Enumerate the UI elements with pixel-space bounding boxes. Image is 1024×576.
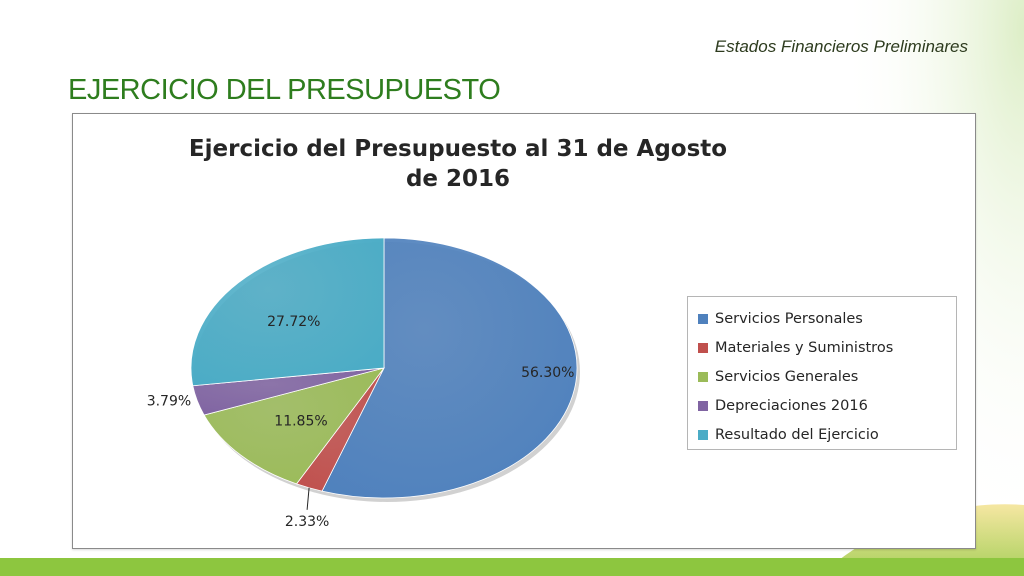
pie-label-resultado-del-ejercicio: 27.72% bbox=[267, 314, 320, 330]
pie-slice-servicios-personales bbox=[321, 237, 578, 499]
legend-swatch bbox=[698, 401, 708, 411]
legend-swatch bbox=[698, 343, 708, 353]
pie-slice-servicios-generales bbox=[203, 367, 386, 485]
pie-label-materiales-y-suministros: 2.33% bbox=[285, 514, 329, 530]
pie-label-depreciaciones-2016: 3.79% bbox=[147, 394, 191, 410]
legend-label: Resultado del Ejercicio bbox=[715, 427, 879, 443]
legend-swatch bbox=[698, 430, 708, 440]
chart-title-line-2: de 2016 bbox=[405, 166, 511, 192]
legend-label: Servicios Generales bbox=[715, 369, 859, 385]
legend-item-servicios-generales: Servicios Generales bbox=[698, 367, 858, 387]
pie-leader-line bbox=[306, 487, 310, 510]
chart-legend: Servicios Personales Materiales y Suminis… bbox=[687, 296, 957, 450]
chart-container: Ejercicio del Presupuesto al 31 de Agost… bbox=[72, 113, 976, 549]
chart-title: Ejercicio del Presupuesto al 31 de Agost… bbox=[73, 134, 843, 194]
legend-item-materiales-y-suministros: Materiales y Suministros bbox=[698, 338, 893, 358]
legend-item-resultado-del-ejercicio: Resultado del Ejercicio bbox=[698, 425, 879, 445]
legend-swatch bbox=[698, 372, 708, 382]
pie-chart: 56.30% 2.33% 11.85% 3.79% 27.72% bbox=[147, 237, 580, 530]
header-subtitle: Estados Financieros Preliminares bbox=[714, 37, 968, 56]
legend-label: Servicios Personales bbox=[715, 311, 863, 327]
page-title: EJERCICIO DEL PRESUPUESTO bbox=[68, 74, 501, 106]
legend-item-servicios-personales: Servicios Personales bbox=[698, 309, 863, 329]
legend-label: Depreciaciones 2016 bbox=[715, 398, 868, 414]
legend-swatch bbox=[698, 314, 708, 324]
chart-title-line-1: Ejercicio del Presupuesto al 31 de Agost… bbox=[188, 136, 728, 162]
pie-label-servicios-generales: 11.85% bbox=[274, 413, 327, 429]
pie-slice-resultado-del-ejercicio bbox=[190, 237, 385, 387]
legend-label: Materiales y Suministros bbox=[715, 340, 894, 356]
legend-item-depreciaciones-2016: Depreciaciones 2016 bbox=[698, 396, 868, 416]
pie-label-servicios-personales: 56.30% bbox=[521, 365, 574, 381]
